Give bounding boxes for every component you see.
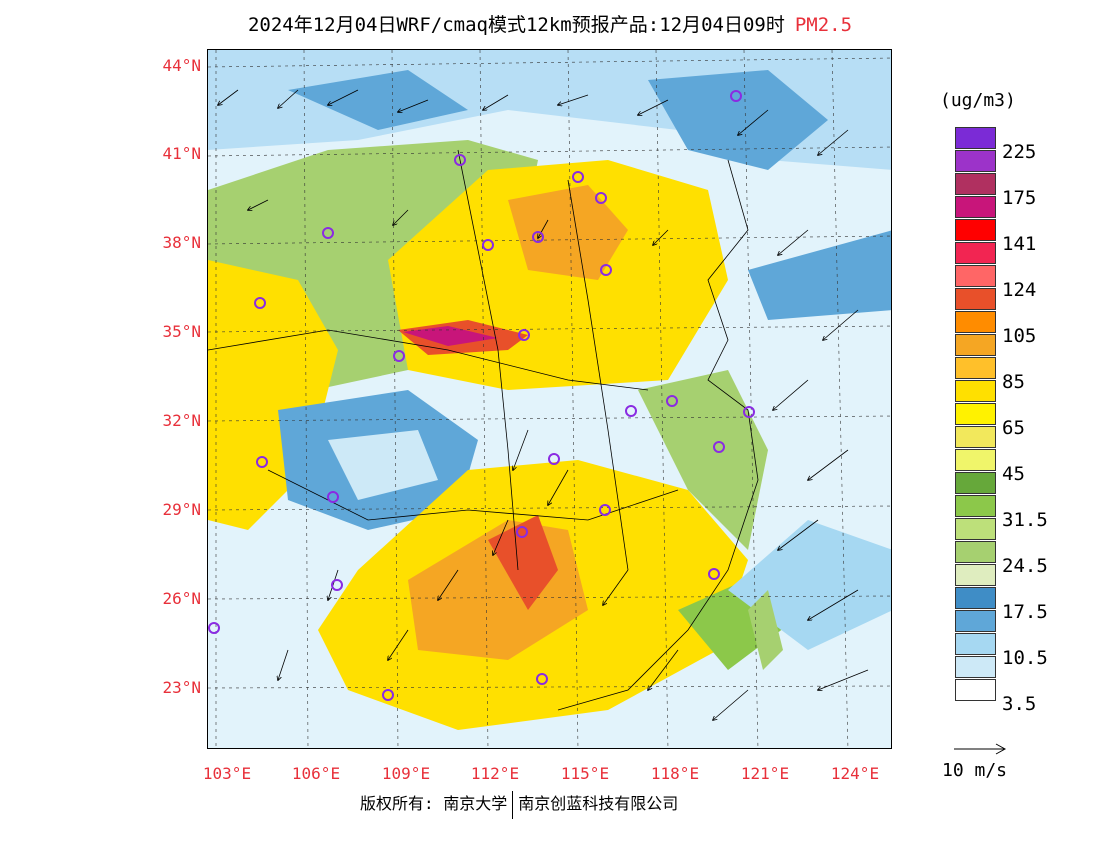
copyright-left: 版权所有: 南京大学 [360,794,508,813]
lat-label-32: 32°N [162,411,201,430]
legend-label: 17.5 [1002,601,1048,623]
legend-label: 24.5 [1002,555,1048,577]
legend-swatch [955,426,996,448]
legend-swatch [955,518,996,540]
lon-label-124: 124°E [830,764,880,783]
map-title: 2024年12月04日WRF/cmaq模式12km预报产品:12月04日09时 P… [0,10,1100,37]
legend-label: 10.5 [1002,647,1048,669]
legend-swatch [955,265,996,287]
legend-label: 141 [1002,233,1037,255]
legend-swatch [955,334,996,356]
lon-label-121: 121°E [740,764,790,783]
legend-label: 85 [1002,371,1025,393]
lat-label-26: 26°N [162,589,201,608]
legend-label: 3.5 [1002,693,1037,715]
south-red-patch [488,515,558,610]
lat-label-38: 38°N [162,233,201,252]
legend-swatch [955,564,996,586]
copyright-divider [512,790,514,819]
legend-swatch [955,633,996,655]
lon-label-118: 118°E [650,764,700,783]
wind-reference-arrow [954,743,1007,755]
legend-label: 124 [1002,279,1037,301]
lat-label-29: 29°N [162,500,201,519]
wind-vectors [218,89,869,720]
lat-label-35: 35°N [162,322,201,341]
northeast-patch [648,70,828,170]
legend-label: 31.5 [1002,509,1048,531]
pm25-forecast-map [207,49,892,749]
basin-light [328,430,438,500]
plain-orange-patch [508,185,628,280]
legend-swatch [955,196,996,218]
copyright: 版权所有: 南京大学 南京创蓝科技有限公司 [360,790,678,819]
east-green [638,370,768,550]
lon-label-115: 115°E [560,764,610,783]
fenwei-peak [403,326,498,346]
lat-label-44: 44°N [162,56,201,75]
city-markers [208,90,755,701]
graticule [208,50,891,748]
legend-swatch [955,449,996,471]
lon-label-112: 112°E [470,764,520,783]
lon-label-103: 103°E [202,764,252,783]
legend-swatch [955,656,996,678]
legend-swatch [955,173,996,195]
legend-swatch [955,380,996,402]
legend-swatch [955,610,996,632]
legend-swatch [955,495,996,517]
lat-label-41: 41°N [162,144,201,163]
title-text: 2024年12月04日WRF/cmaq模式12km预报产品:12月04日09时 [247,14,785,36]
copyright-right: 南京创蓝科技有限公司 [518,794,679,813]
legend-swatch [955,541,996,563]
legend-swatch [955,587,996,609]
legend-label: 225 [1002,141,1037,163]
legend-swatch [955,219,996,241]
legend-swatch [955,127,996,149]
wind-reference-label: 10 m/s [942,760,1008,781]
lon-label-106: 106°E [291,764,341,783]
legend-label: 65 [1002,417,1025,439]
north-patch [288,70,468,130]
lon-label-109: 109°E [381,764,431,783]
legend-swatch [955,679,996,701]
taiwan-island [748,590,783,670]
legend-swatch [955,403,996,425]
yellow-sea-band [748,230,891,320]
legend-swatch [955,357,996,379]
legend-label: 45 [1002,463,1025,485]
legend-swatch [955,472,996,494]
legend-swatch [955,311,996,333]
legend-label: 105 [1002,325,1037,347]
province-borders [208,149,759,711]
legend-swatch [955,242,996,264]
legend-label: 175 [1002,187,1037,209]
lat-label-23: 23°N [162,678,201,697]
map-canvas [208,50,891,748]
legend-unit: (ug/m3) [940,90,1016,111]
legend-swatch [955,288,996,310]
pollutant-label: PM2.5 [794,14,853,36]
legend-swatch [955,150,996,172]
